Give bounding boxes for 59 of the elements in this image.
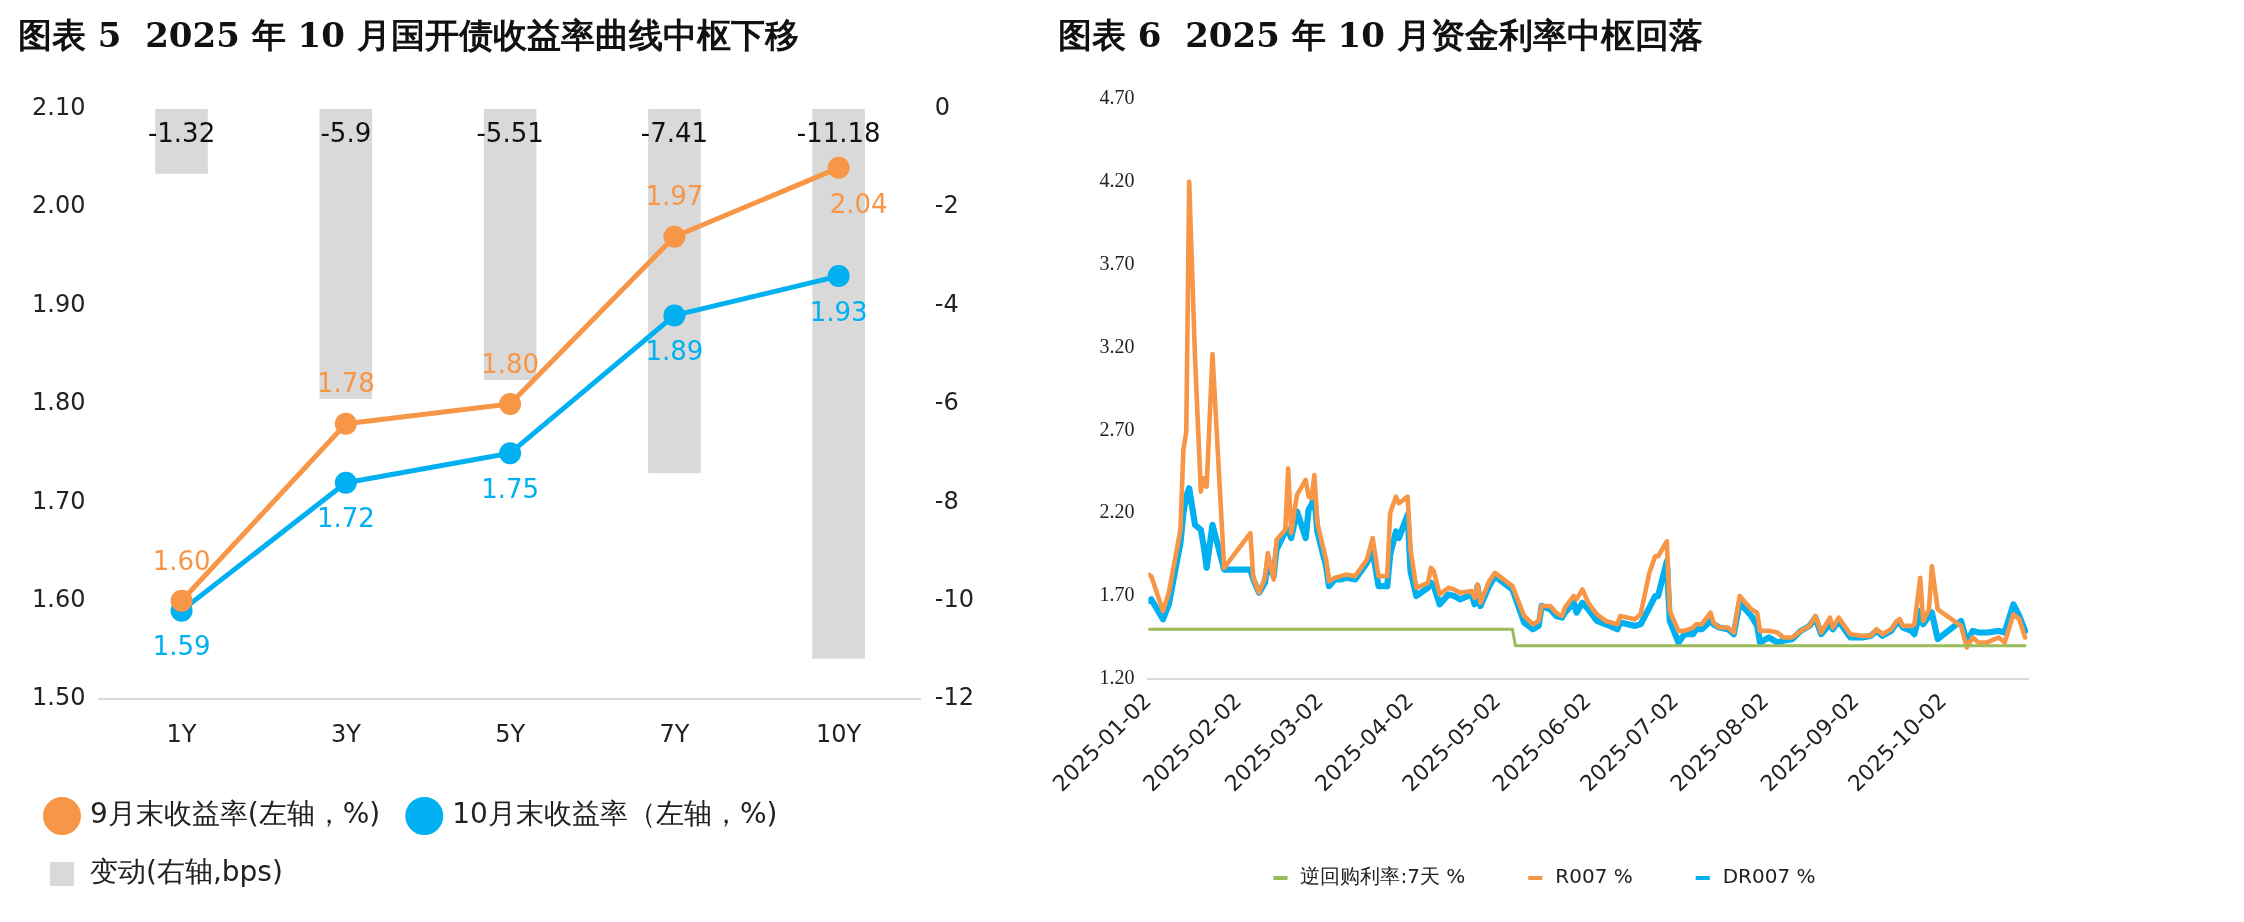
data-label: 1.80 <box>481 348 540 379</box>
data-label: 1.75 <box>481 473 540 504</box>
y-tick-label: 1.50 <box>32 683 86 712</box>
chart-title: 图表 6 2025 年 10 月资金利率中枢回落 <box>1058 15 1703 56</box>
y-tick-label: 1.80 <box>32 388 86 417</box>
legend-label: 变动(右轴,bps) <box>90 855 283 889</box>
y-tick-label: 1.90 <box>32 289 86 318</box>
y-tick-label: 2.20 <box>1099 500 1135 523</box>
y-tick-label: 3.70 <box>1099 251 1135 274</box>
data-label: 2.04 <box>829 188 888 219</box>
point <box>663 304 686 327</box>
legend-label: DR007 % <box>1722 864 1816 889</box>
x-tick-label: 3Y <box>330 719 362 748</box>
data-label: 1.72 <box>316 503 375 534</box>
x-tick-label: 5Y <box>495 719 526 748</box>
data-label: -7.41 <box>640 117 709 148</box>
data-label: 1.78 <box>316 368 375 399</box>
legend-label: R007 % <box>1555 864 1633 889</box>
y2-tick-label: -12 <box>934 683 974 712</box>
point <box>334 412 357 435</box>
y-tick-label: 1.70 <box>1099 583 1135 606</box>
y-tick-label: 4.70 <box>1099 86 1135 109</box>
y2-tick-label: -8 <box>934 486 959 515</box>
y-tick-label: 2.00 <box>32 191 86 220</box>
data-label: 1.89 <box>645 336 704 367</box>
y-tick-label: 1.20 <box>1099 666 1135 689</box>
y-tick-label: 2.10 <box>32 93 86 122</box>
y2-tick-label: -2 <box>934 191 959 220</box>
data-label: 1.60 <box>152 545 211 576</box>
legend-label: 逆回购利率:7天 % <box>1300 864 1466 889</box>
point <box>663 225 686 248</box>
y-tick-label: 1.60 <box>32 585 86 614</box>
y2-tick-label: -10 <box>934 585 974 614</box>
point <box>499 442 522 465</box>
point <box>827 265 850 288</box>
x-tick-label: 1Y <box>166 719 197 748</box>
x-tick-label: 10Y <box>816 719 862 748</box>
y2-tick-label: 0 <box>934 93 951 122</box>
point <box>334 471 357 494</box>
data-label: -5.51 <box>476 117 544 148</box>
y-tick-label: 1.70 <box>32 486 86 515</box>
point <box>499 393 522 415</box>
y-tick-label: 3.20 <box>1099 334 1135 357</box>
data-label: -5.9 <box>320 117 372 148</box>
point <box>170 589 193 612</box>
y2-tick-label: -6 <box>934 388 959 417</box>
x-tick-label: 7Y <box>659 719 690 748</box>
data-label: -1.32 <box>147 117 216 148</box>
y-tick-label: 2.70 <box>1099 417 1135 440</box>
data-label: 1.93 <box>809 296 868 327</box>
data-label: -11.18 <box>796 117 881 148</box>
point <box>827 156 850 179</box>
y2-tick-label: -4 <box>934 289 959 318</box>
legend-label: 9月末收益率(左轴，%) <box>90 797 381 831</box>
data-label: 1.59 <box>152 631 211 662</box>
data-label: 1.97 <box>645 181 704 212</box>
legend-label: 10月末收益率（左轴，%) <box>452 797 778 831</box>
y-tick-label: 4.20 <box>1099 168 1135 191</box>
chart-title: 图表 5 2025 年 10 月国开债收益率曲线中枢下移 <box>18 15 799 56</box>
